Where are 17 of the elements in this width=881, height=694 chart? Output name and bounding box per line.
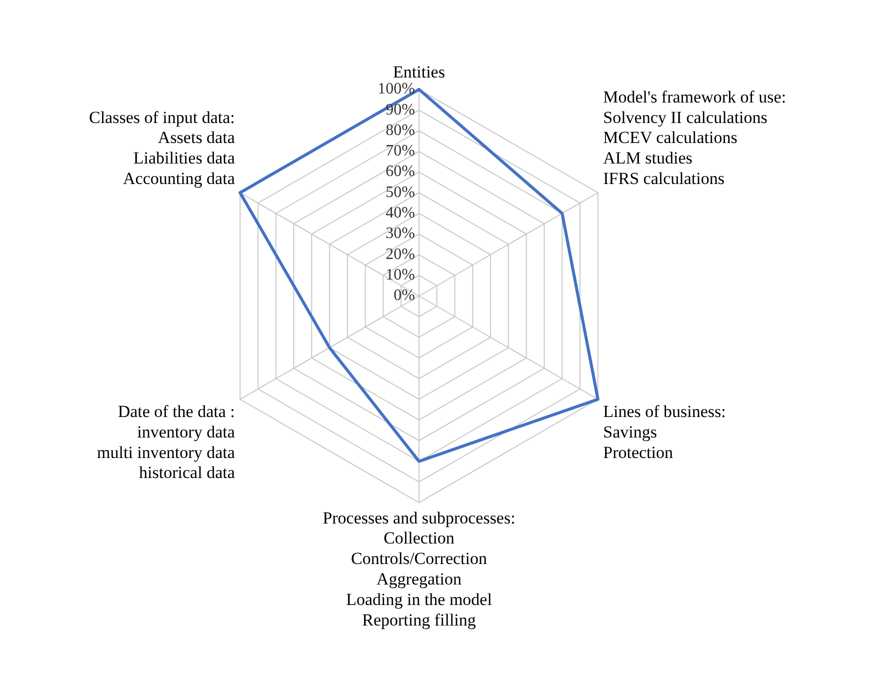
y-tick-label: 60% (386, 163, 415, 180)
y-tick-label: 30% (386, 225, 415, 242)
y-tick-label: 80% (386, 122, 415, 139)
y-tick-label: 0% (394, 287, 415, 304)
spoke-label: Entities (393, 62, 445, 82)
y-tick-label: 90% (386, 101, 415, 118)
y-tick-label: 50% (386, 184, 415, 201)
y-tick-label: 100% (378, 80, 415, 98)
spoke-label: Lines of business: Savings Protection (603, 402, 726, 462)
y-tick-label: 20% (386, 246, 415, 263)
y-tick-label: 40% (386, 204, 415, 222)
y-tick-label: 10% (386, 266, 415, 284)
spoke-label: Model's framework of use: Solvency II calculations MCEV calculations ALM studies IFRS calculations (603, 87, 786, 188)
spoke-label: Date of the data : inventory data multi inventory data historical data (97, 402, 236, 482)
spoke-label: Classes of input data: Assets data Liabilities data Accounting data (88, 108, 236, 188)
y-tick-label: 70% (386, 142, 415, 160)
spoke-label: Processes and subprocesses: Collection Controls/Correction Aggregation Loading in the model Reporting filling (322, 508, 516, 630)
